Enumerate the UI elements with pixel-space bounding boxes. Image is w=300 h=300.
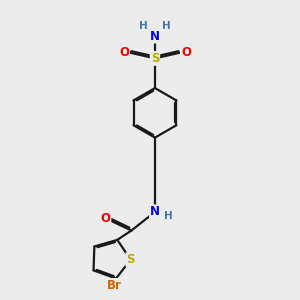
Text: H: H <box>164 212 173 221</box>
Text: S: S <box>126 253 135 266</box>
Text: N: N <box>150 206 160 218</box>
Text: N: N <box>150 30 160 43</box>
Text: H: H <box>163 21 171 31</box>
Text: Br: Br <box>107 279 122 292</box>
Text: O: O <box>181 46 191 59</box>
Text: O: O <box>100 212 110 225</box>
Text: S: S <box>151 52 159 65</box>
Text: H: H <box>139 21 147 31</box>
Text: O: O <box>119 46 129 59</box>
